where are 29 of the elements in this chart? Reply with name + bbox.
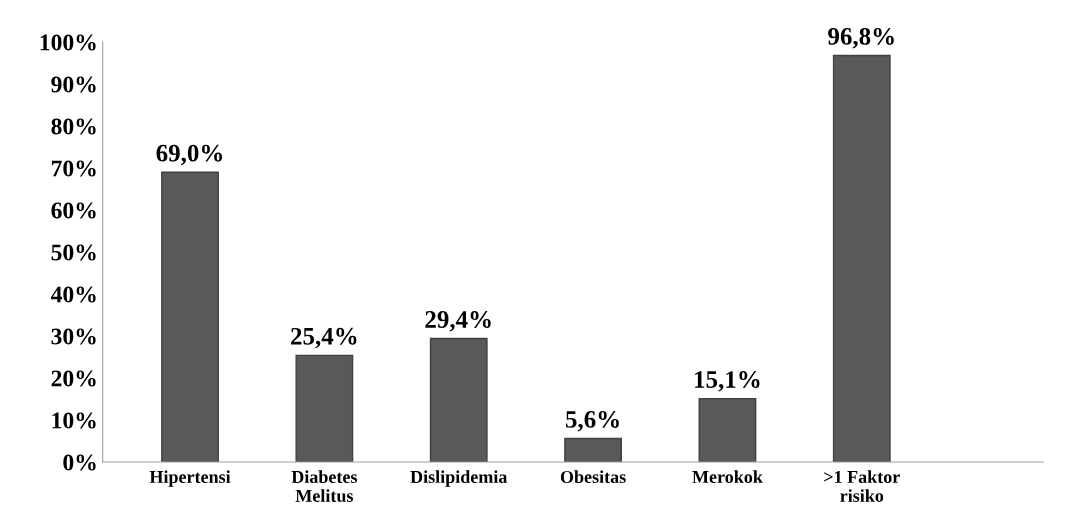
x-tick-label: Dislipidemia — [410, 470, 508, 487]
data-label: 25,4% — [291, 327, 357, 349]
bar — [429, 337, 488, 462]
bar — [161, 171, 219, 462]
y-tick-label: 100% — [40, 34, 96, 51]
y-tick-label: 30% — [51, 328, 96, 345]
y-tick-label: 0% — [63, 454, 96, 471]
data-label: 15,1% — [695, 371, 760, 392]
x-tick-label: >1 Faktor risiko — [824, 470, 900, 502]
bar — [698, 397, 757, 462]
x-tick-label: Diabetes Melitus — [291, 470, 358, 502]
bar — [832, 54, 891, 462]
y-tick-label: 80% — [51, 118, 96, 135]
bar — [295, 354, 354, 462]
y-tick-label: 50% — [51, 244, 96, 261]
y-tick-label: 10% — [52, 412, 96, 429]
y-tick-label: 60% — [51, 202, 96, 219]
y-tick-label: 90% — [51, 76, 96, 93]
y-tick-label: 20% — [51, 370, 96, 387]
bar — [564, 437, 622, 462]
x-tick-label: Merokok — [692, 470, 763, 484]
x-tick-label: Hipertensi — [149, 470, 231, 487]
data-label: 96,8% — [828, 27, 894, 49]
data-label: 29,4% — [425, 311, 491, 332]
data-label: 5,6% — [565, 410, 619, 432]
y-tick-label: 40% — [50, 286, 96, 303]
x-tick-label: Obesitas — [560, 470, 626, 484]
y-tick-label: 70% — [51, 160, 96, 177]
data-label: 69,0% — [156, 144, 223, 166]
